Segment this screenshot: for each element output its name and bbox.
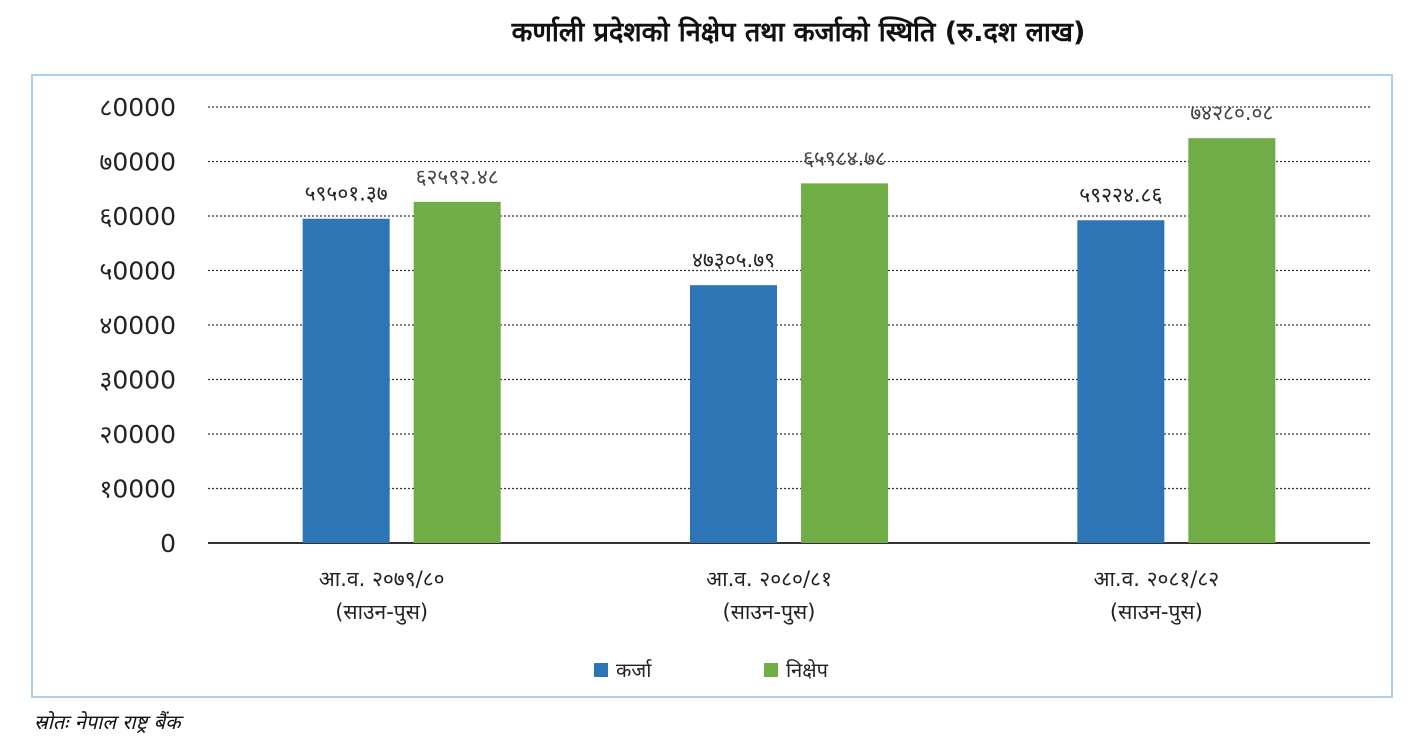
x-tick-label: आ.व. २०८१/८२: [1093, 567, 1219, 591]
bar-nikshep: [413, 201, 501, 544]
data-label-karja: ४७३०५.७९: [692, 248, 775, 272]
data-label-nikshep: ६५९८४.७८: [803, 146, 886, 170]
legend-item-nikshep: निक्षेप: [764, 656, 828, 683]
legend-swatch-nikshep: [764, 662, 778, 677]
y-tick-label: ४0000: [99, 311, 176, 340]
x-tick-label: आ.व. २०८०/८१: [706, 567, 832, 591]
data-label-karja: ५९२२४.८६: [1079, 183, 1162, 207]
y-tick-label: ६0000: [99, 202, 176, 231]
x-tick-label: (साउन-पुस): [1110, 600, 1203, 625]
y-tick-label: १0000: [99, 475, 176, 504]
x-tick-label: (साउन-पुस): [723, 600, 816, 625]
y-tick-label: ८0000: [99, 93, 176, 122]
legend-swatch-karja: [594, 662, 608, 677]
y-tick-label: ५0000: [99, 257, 176, 286]
bar-karja: [690, 285, 777, 543]
bar-nikshep: [801, 183, 888, 544]
y-tick-label: 0: [160, 529, 176, 558]
legend: कर्जा निक्षेप: [0, 656, 1417, 686]
chart-frame: [31, 74, 1393, 698]
y-tick-label: २0000: [99, 420, 176, 449]
legend-item-karja: कर्जा: [594, 656, 651, 683]
data-label-karja: ५९५०१.३७: [305, 182, 388, 206]
y-tick-label: ३0000: [99, 366, 176, 395]
x-tick-label: (साउन-पुस): [335, 600, 428, 625]
legend-label-karja: कर्जा: [616, 658, 652, 682]
x-tick-label: आ.व. २०७९/८०: [319, 567, 445, 591]
bar-nikshep: [1188, 138, 1276, 543]
data-label-nikshep: ७४२८०.०८: [1190, 101, 1273, 125]
legend-label-nikshep: निक्षेप: [786, 658, 828, 682]
y-tick-label: ७0000: [99, 148, 176, 177]
data-label-nikshep: ६२५९२.४८: [416, 165, 499, 189]
chart-title: कर्णाली प्रदेशको निक्षेप तथा कर्जाको स्थ…: [511, 17, 1086, 48]
source-note: स्रोतः नेपाल राष्ट्र बैंक: [34, 710, 181, 734]
bar-karja: [1077, 220, 1165, 543]
bar-karja: [302, 218, 390, 543]
